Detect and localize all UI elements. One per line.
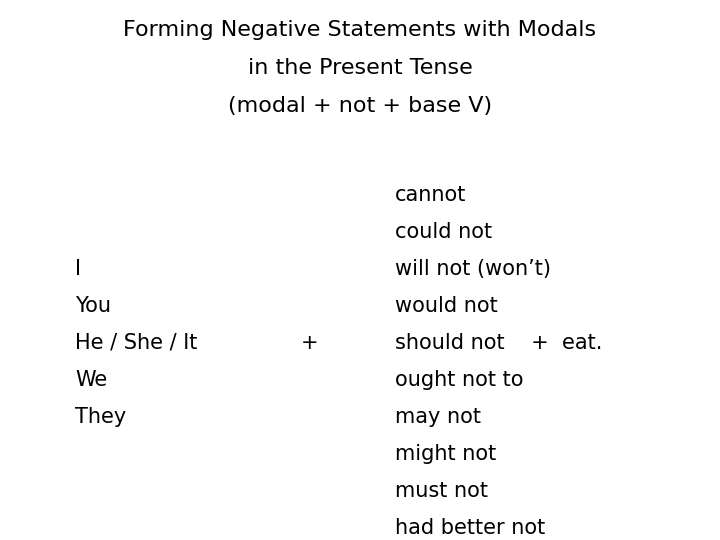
Text: in the Present Tense: in the Present Tense (248, 58, 472, 78)
Text: I: I (75, 259, 81, 279)
Text: would not: would not (395, 296, 498, 316)
Text: cannot: cannot (395, 185, 467, 205)
Text: must not: must not (395, 481, 488, 501)
Text: might not: might not (395, 444, 496, 464)
Text: +: + (301, 333, 319, 353)
Text: You: You (75, 296, 111, 316)
Text: They: They (75, 407, 126, 427)
Text: He / She / It: He / She / It (75, 333, 197, 353)
Text: will not (won’t): will not (won’t) (395, 259, 551, 279)
Text: (modal + not + base V): (modal + not + base V) (228, 96, 492, 116)
Text: We: We (75, 370, 107, 390)
Text: had better not: had better not (395, 518, 545, 538)
Text: could not: could not (395, 222, 492, 242)
Text: may not: may not (395, 407, 481, 427)
Text: ought not to: ought not to (395, 370, 523, 390)
Text: should not    +  eat.: should not + eat. (395, 333, 603, 353)
Text: Forming Negative Statements with Modals: Forming Negative Statements with Modals (123, 20, 597, 40)
